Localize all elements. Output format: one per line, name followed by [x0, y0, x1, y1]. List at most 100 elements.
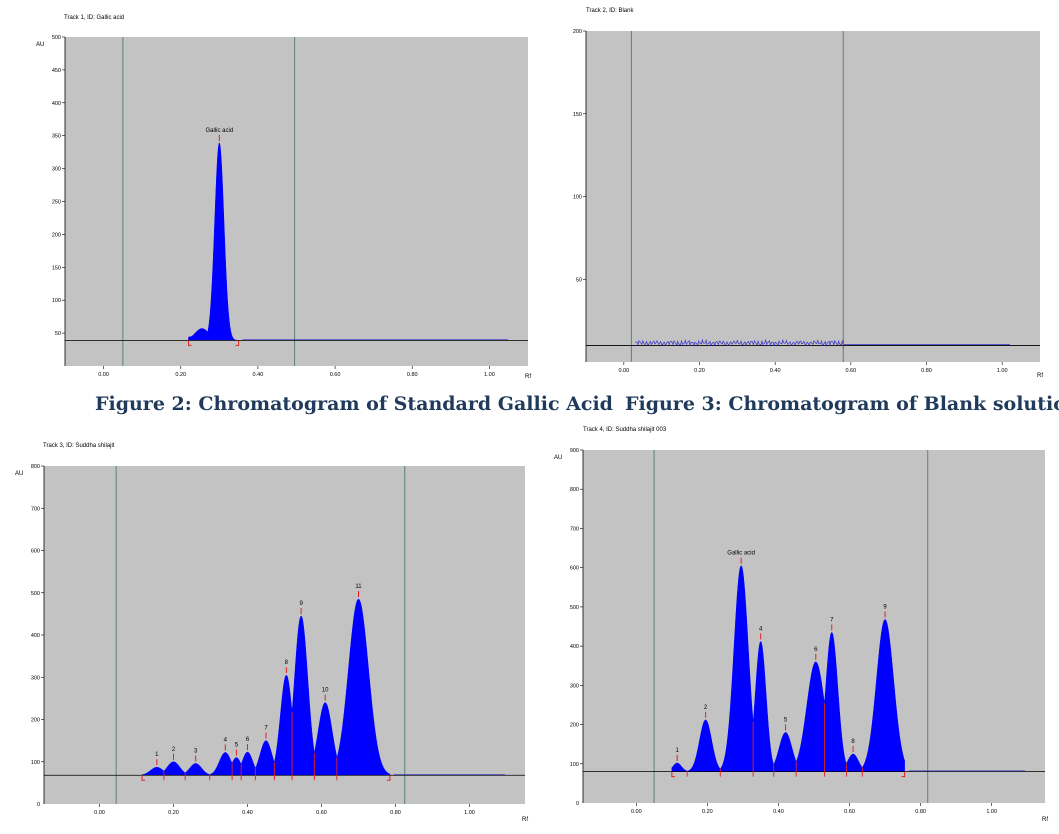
chart-title: Track 2, ID: Blank	[586, 8, 634, 14]
peak-area	[188, 142, 239, 341]
integration-bracket	[671, 771, 675, 778]
x-tick-label: 0.00	[98, 372, 109, 378]
peak-label: 9	[883, 604, 887, 610]
y-tick-label: 400	[570, 644, 579, 650]
peak-label: 7	[830, 617, 834, 623]
chart-track4: Track 4, ID: Suddha shilajit 003 AU Rf 100 2…	[540, 420, 1059, 834]
y-tick-label: 400	[52, 101, 61, 107]
y-tick-label: 600	[31, 549, 40, 555]
chart-title: Track 3, ID: Suddha shilajit	[43, 443, 115, 449]
peak-area	[671, 565, 905, 772]
y-tick-label: 100	[570, 762, 579, 768]
y-tick-label: 50	[55, 331, 61, 337]
peak-label: 6	[814, 647, 818, 653]
figure-2-caption: Figure 2: Chromatogram of Standard Galli…	[95, 393, 613, 415]
x-axis-label: Rf	[525, 374, 531, 380]
y-tick-label: 600	[570, 566, 579, 572]
x-tick-label: 0.20	[168, 810, 179, 816]
peak-label: 4	[224, 737, 228, 743]
x-tick-label: 0.00	[618, 368, 629, 374]
peak-label: 1	[155, 752, 159, 758]
x-tick-label: 0.80	[407, 372, 418, 378]
y-tick-label: 450	[52, 68, 61, 74]
peak-label: 11	[355, 584, 362, 590]
integration-bracket	[187, 340, 192, 346]
plot-area	[65, 37, 528, 366]
peak-label: 6	[246, 737, 250, 743]
chart-track1-svg: Track 1, ID: Gallic acid AU Rf 50 100 150 200 2…	[36, 15, 531, 380]
chart-track3: Track 3, ID: Suddha shilajit AU Rf 10 0 200 30…	[0, 430, 540, 834]
chart-track2-svg: Track 2, ID: Blank Rf 50 100 150 200 0.00 0.20 0…	[573, 8, 1044, 379]
x-tick-label: 0.00	[94, 810, 105, 816]
y-tick-label: 250	[52, 200, 61, 206]
x-tick-label: 0.60	[316, 810, 327, 816]
peak-label: 9	[299, 601, 303, 607]
peak-area	[141, 598, 391, 776]
chart-track1: Track 1, ID: Gallic acid AU Rf 50 100 150 200 2…	[0, 0, 540, 390]
x-tick-label: 0.40	[770, 368, 781, 374]
y-tick-label: 200	[31, 718, 40, 724]
x-axis-label: Rf	[1037, 373, 1043, 379]
y-tick-label: 150	[573, 112, 582, 118]
x-tick-label: 0.80	[390, 810, 401, 816]
integration-bracket	[901, 771, 906, 778]
y-tick-label: 300	[52, 167, 61, 173]
y-tick-label: 200	[570, 723, 579, 729]
y-tick-label: 100	[573, 195, 582, 201]
x-tick-label: 0.00	[631, 809, 642, 815]
chart-track4-svg: Track 4, ID: Suddha shilajit 003 AU Rf 100 2…	[554, 427, 1048, 823]
x-tick-label: 0.80	[921, 368, 932, 374]
x-tick-label: 0.20	[175, 372, 186, 378]
y-tick-label: 0	[37, 802, 40, 808]
y-tick-label: 500	[570, 605, 579, 611]
x-tick-label: 0.40	[773, 809, 784, 815]
x-tick-label: 0.60	[844, 809, 855, 815]
peak-label: Gallic acid	[205, 128, 233, 134]
x-axis-label: Rf	[522, 817, 528, 823]
y-tick-label: 200	[573, 29, 582, 35]
x-tick-label: 0.60	[330, 372, 341, 378]
peak-label: 1	[676, 748, 680, 754]
x-tick-label: 0.80	[915, 809, 926, 815]
y-tick-label: 150	[52, 265, 61, 271]
y-tick-label: 900	[570, 448, 579, 454]
y-tick-label: 800	[570, 487, 579, 493]
x-axis-label: Rf	[1042, 817, 1048, 823]
y-axis-label: AU	[15, 471, 23, 477]
peak-label: 2	[172, 747, 176, 753]
peak-label: 5	[235, 743, 239, 749]
chart-title: Track 1, ID: Gallic acid	[64, 15, 124, 21]
integration-bracket	[141, 775, 146, 781]
y-tick-label: 700	[31, 506, 40, 512]
peak-label: 8	[285, 660, 289, 666]
x-tick-label: 1.00	[484, 372, 495, 378]
noise-trace	[635, 338, 844, 347]
y-tick-label: 800	[31, 464, 40, 470]
integration-bracket	[386, 775, 391, 781]
x-tick-label: 1.00	[997, 368, 1008, 374]
y-tick-label: 500	[31, 591, 40, 597]
y-tick-label: 100	[52, 298, 61, 304]
y-tick-label: 300	[570, 683, 579, 689]
y-tick-label: 500	[52, 35, 61, 41]
chart-title: Track 4, ID: Suddha shilajit 003	[583, 427, 667, 433]
y-axis-label: AU	[554, 455, 562, 461]
peak-label: 7	[264, 726, 268, 732]
x-tick-label: 0.20	[702, 809, 713, 815]
x-tick-label: 0.40	[242, 810, 253, 816]
y-axis-label: AU	[36, 42, 44, 48]
y-tick-label: 0	[576, 801, 579, 807]
y-tick-label: 700	[570, 526, 579, 532]
peak-label: 10	[322, 688, 329, 694]
peak-label: Gallic acid	[727, 551, 755, 557]
y-tick-label: 50	[576, 277, 582, 283]
peak-label: 2	[704, 705, 708, 711]
peak-label: 8	[851, 739, 855, 745]
y-tick-label: 400	[31, 633, 40, 639]
plot-area	[586, 31, 1040, 362]
figure-3-caption: Figure 3: Chromatogram of Blank solution	[625, 393, 1059, 415]
chart-track3-svg: Track 3, ID: Suddha shilajit AU Rf 10 0 200 30…	[15, 443, 528, 823]
x-tick-label: 0.20	[694, 368, 705, 374]
y-tick-label: 300	[31, 675, 40, 681]
integration-bracket	[235, 340, 240, 346]
